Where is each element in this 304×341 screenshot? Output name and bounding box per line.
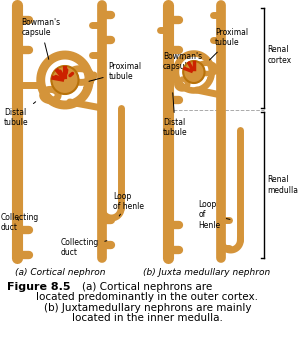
Text: Figure 8.5: Figure 8.5 (7, 282, 70, 292)
Text: (a) Cortical nephrons are: (a) Cortical nephrons are (82, 282, 212, 292)
Text: Renal
cortex: Renal cortex (268, 45, 292, 65)
Text: Renal
medulla: Renal medulla (268, 175, 299, 195)
Text: Proximal
tubule: Proximal tubule (89, 62, 142, 81)
Circle shape (183, 61, 205, 83)
Text: (b) Juxtamedullary nephrons are mainly: (b) Juxtamedullary nephrons are mainly (43, 303, 251, 313)
Text: (a) Cortical nephron: (a) Cortical nephron (15, 268, 105, 277)
Text: Collecting
duct: Collecting duct (61, 238, 107, 257)
Text: Proximal
tubule: Proximal tubule (209, 28, 248, 60)
Text: Bowman's
capsule: Bowman's capsule (163, 52, 202, 71)
Text: Collecting
duct: Collecting duct (1, 213, 39, 233)
Text: Bowman's
capsule: Bowman's capsule (21, 18, 60, 59)
Text: Distal
tubule: Distal tubule (163, 93, 188, 137)
Text: Distal
tubule: Distal tubule (4, 102, 36, 128)
Text: Loop
of henle: Loop of henle (113, 192, 144, 216)
Circle shape (51, 66, 78, 94)
Text: located predominantly in the outer cortex.: located predominantly in the outer corte… (36, 292, 258, 302)
Text: (b) Juxta medullary nephron: (b) Juxta medullary nephron (143, 268, 270, 277)
Text: located in the inner medulla.: located in the inner medulla. (72, 313, 223, 323)
Text: Loop
of
Henle: Loop of Henle (199, 200, 230, 230)
